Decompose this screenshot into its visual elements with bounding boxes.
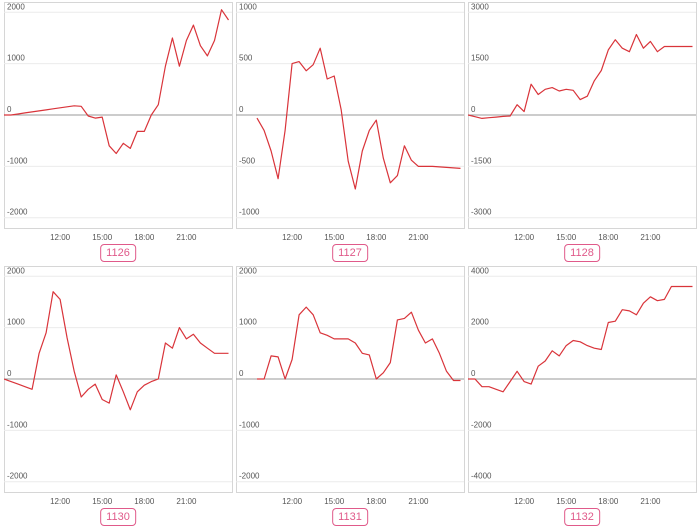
y-tick-label: -1000 — [7, 420, 28, 429]
y-tick-label: 0 — [7, 369, 12, 378]
x-tick-label: 18:00 — [134, 233, 155, 242]
x-tick-label: 18:00 — [134, 497, 155, 506]
x-tick-label: 18:00 — [598, 233, 619, 242]
chart-svg-1127: 1000 500 0 -500 -1000 12:00 15:00 18:00 21:00 — [236, 2, 465, 242]
chart-panel-1131: 2000 1000 0 -1000 -2000 12:00 15:00 18:00 21:00 1… — [236, 266, 468, 530]
y-tick-label: 0 — [239, 105, 244, 114]
x-tick-label: 21:00 — [176, 233, 197, 242]
x-tick-label: 15:00 — [92, 497, 113, 506]
series-line-1131 — [257, 306, 461, 382]
y-tick-label: 0 — [239, 369, 244, 378]
chart-label-1126: 1126 — [100, 244, 136, 262]
y-tick-label: 3000 — [471, 2, 489, 11]
chart-svg-1126: 2000 1000 0 -1000 -2000 12:00 15:00 18:00 21:00 — [4, 2, 233, 242]
x-tick-label: 12:00 — [50, 233, 71, 242]
y-tick-label: 1000 — [239, 318, 257, 327]
x-tick-label: 15:00 — [92, 233, 113, 242]
x-tick-label: 15:00 — [556, 233, 577, 242]
chart-label-1131: 1131 — [332, 508, 368, 526]
y-tick-label: 0 — [7, 105, 12, 114]
x-tick-label: 18:00 — [598, 497, 619, 506]
chart-label-1132: 1132 — [564, 508, 600, 526]
y-tick-label: -2000 — [239, 472, 260, 481]
y-tick-label: -4000 — [471, 472, 492, 481]
x-tick-label: 21:00 — [640, 233, 661, 242]
chart-panel-1128: 3000 1500 0 -1500 -3000 12:00 15:00 18:00 21:00 1… — [468, 2, 700, 266]
y-tick-label: -1000 — [239, 420, 260, 429]
y-tick-label: 2000 — [471, 318, 489, 327]
y-tick-label: -3000 — [471, 208, 492, 217]
chart-label-1128: 1128 — [564, 244, 600, 262]
x-tick-label: 21:00 — [640, 497, 661, 506]
chart-svg-1132: 4000 2000 0 -2000 -4000 12:00 15:00 18:00 21:00 — [468, 266, 697, 506]
y-tick-label: -2000 — [7, 208, 28, 217]
y-tick-label: 2000 — [7, 2, 25, 11]
chart-svg-1130: 2000 1000 0 -1000 -2000 12:00 15:00 18:00 21:00 — [4, 266, 233, 506]
x-tick-label: 21:00 — [408, 233, 429, 242]
series-line-1127 — [256, 47, 461, 190]
x-tick-label: 18:00 — [366, 233, 387, 242]
chart-panel-1126: 2000 1000 0 -1000 -2000 12:00 15:00 18:00 21:00 1… — [4, 2, 236, 266]
chart-panel-1130: 2000 1000 0 -1000 -2000 12:00 15:00 18:00 21:00 1… — [4, 266, 236, 530]
x-tick-label: 12:00 — [282, 497, 303, 506]
y-tick-label: 1000 — [7, 318, 25, 327]
x-tick-label: 12:00 — [50, 497, 71, 506]
x-tick-label: 12:00 — [282, 233, 303, 242]
y-tick-label: -2000 — [7, 472, 28, 481]
x-tick-label: 21:00 — [408, 497, 429, 506]
y-tick-label: -1500 — [471, 156, 492, 165]
y-tick-label: 1500 — [471, 54, 489, 63]
chart-panel-1132: 4000 2000 0 -2000 -4000 12:00 15:00 18:00 21:00 1… — [468, 266, 700, 530]
x-tick-label: 21:00 — [176, 497, 197, 506]
y-tick-label: 4000 — [471, 266, 489, 275]
x-tick-label: 15:00 — [324, 233, 345, 242]
y-tick-label: 1000 — [7, 54, 25, 63]
y-tick-label: 0 — [471, 369, 476, 378]
y-tick-label: -2000 — [471, 420, 492, 429]
x-tick-label: 15:00 — [324, 497, 345, 506]
x-tick-label: 12:00 — [514, 233, 535, 242]
y-tick-label: 2000 — [239, 266, 257, 275]
x-tick-label: 12:00 — [514, 497, 535, 506]
series-line-1126 — [4, 9, 229, 155]
x-tick-label: 18:00 — [366, 497, 387, 506]
y-tick-label: -1000 — [239, 208, 260, 217]
chart-svg-1128: 3000 1500 0 -1500 -3000 12:00 15:00 18:00 21:00 — [468, 2, 697, 242]
chart-svg-1131: 2000 1000 0 -1000 -2000 12:00 15:00 18:00 21:00 — [236, 266, 465, 506]
x-tick-label: 15:00 — [556, 497, 577, 506]
series-line-1130 — [4, 291, 229, 411]
series-line-1132 — [468, 285, 693, 393]
y-tick-label: 500 — [239, 54, 253, 63]
y-tick-label: -500 — [239, 156, 256, 165]
chart-label-1130: 1130 — [100, 508, 136, 526]
y-tick-label: 2000 — [7, 266, 25, 275]
series-line-1128 — [468, 33, 693, 120]
y-tick-label: -1000 — [7, 156, 28, 165]
y-tick-label: 1000 — [239, 2, 257, 11]
y-tick-label: 0 — [471, 105, 476, 114]
chart-label-1127: 1127 — [332, 244, 368, 262]
chart-panel-1127: 1000 500 0 -500 -1000 12:00 15:00 18:00 21:00 112… — [236, 2, 468, 266]
